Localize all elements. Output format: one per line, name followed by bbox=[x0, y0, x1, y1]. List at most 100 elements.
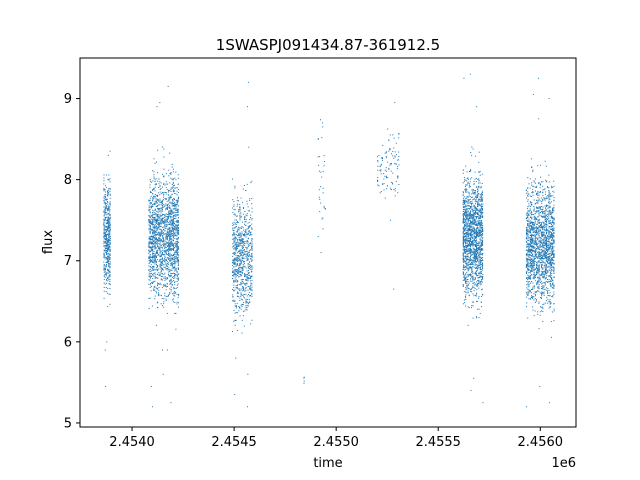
data-point bbox=[549, 243, 551, 245]
data-point bbox=[176, 284, 178, 286]
data-point bbox=[169, 255, 171, 257]
data-point bbox=[166, 236, 168, 238]
data-point bbox=[148, 258, 150, 260]
data-point bbox=[473, 290, 475, 292]
data-point bbox=[465, 185, 467, 187]
data-point bbox=[172, 237, 174, 239]
data-point bbox=[479, 182, 481, 184]
data-point bbox=[158, 183, 160, 185]
data-point bbox=[465, 215, 467, 217]
data-point bbox=[176, 253, 178, 255]
data-point bbox=[466, 207, 468, 209]
data-point bbox=[172, 218, 174, 220]
data-point bbox=[471, 231, 473, 233]
data-point bbox=[169, 233, 171, 235]
data-point bbox=[167, 231, 169, 233]
data-point bbox=[150, 264, 152, 266]
data-point bbox=[472, 213, 474, 215]
data-point bbox=[164, 277, 166, 279]
data-point bbox=[161, 267, 163, 269]
data-point bbox=[169, 279, 171, 281]
data-point bbox=[104, 226, 106, 228]
data-point bbox=[176, 293, 178, 295]
data-point bbox=[246, 250, 248, 252]
data-point bbox=[154, 233, 156, 235]
data-point bbox=[239, 264, 241, 266]
data-point bbox=[462, 234, 464, 236]
data-point bbox=[159, 214, 161, 216]
data-point bbox=[467, 245, 469, 247]
data-point bbox=[479, 217, 481, 219]
data-point bbox=[246, 309, 248, 311]
data-point bbox=[245, 308, 247, 310]
data-point bbox=[244, 273, 246, 275]
data-point bbox=[171, 259, 173, 261]
data-point bbox=[237, 231, 239, 233]
data-point bbox=[462, 245, 464, 247]
data-point bbox=[462, 268, 464, 270]
data-point bbox=[176, 274, 178, 276]
data-point bbox=[472, 230, 474, 232]
data-point bbox=[474, 196, 476, 198]
data-point bbox=[161, 200, 163, 202]
data-point bbox=[241, 257, 243, 259]
data-point bbox=[235, 257, 237, 259]
data-point bbox=[472, 285, 474, 287]
data-point bbox=[159, 256, 161, 258]
data-point bbox=[161, 202, 163, 204]
data-point bbox=[462, 260, 464, 262]
data-point bbox=[250, 257, 252, 259]
data-point bbox=[239, 288, 241, 290]
data-point bbox=[477, 248, 479, 249]
data-point bbox=[462, 214, 464, 216]
data-point bbox=[239, 268, 241, 270]
data-point bbox=[177, 306, 179, 308]
data-point bbox=[152, 223, 154, 225]
data-point bbox=[160, 303, 162, 305]
data-point bbox=[472, 277, 474, 279]
data-point bbox=[149, 277, 151, 279]
data-point bbox=[243, 250, 245, 252]
data-point bbox=[241, 242, 243, 244]
data-point bbox=[465, 255, 467, 257]
data-point bbox=[468, 216, 470, 218]
data-point bbox=[479, 211, 481, 213]
data-point bbox=[244, 221, 246, 223]
data-point bbox=[163, 183, 165, 185]
data-point bbox=[482, 236, 484, 238]
data-point bbox=[239, 254, 241, 256]
data-point bbox=[318, 189, 320, 191]
data-point bbox=[149, 257, 151, 259]
data-point bbox=[467, 264, 469, 266]
data-point bbox=[175, 243, 177, 245]
data-point bbox=[154, 237, 156, 239]
data-point bbox=[160, 239, 162, 241]
data-point bbox=[380, 163, 382, 165]
data-point bbox=[234, 270, 236, 272]
data-point bbox=[149, 225, 151, 227]
data-point bbox=[177, 241, 179, 243]
data-point bbox=[477, 234, 479, 236]
data-point bbox=[466, 247, 468, 249]
data-point bbox=[481, 250, 482, 252]
data-point bbox=[473, 241, 475, 243]
data-point bbox=[162, 237, 164, 239]
data-point bbox=[469, 240, 471, 242]
data-point bbox=[240, 298, 242, 300]
data-point bbox=[480, 264, 482, 266]
data-point bbox=[151, 191, 153, 193]
data-point bbox=[177, 245, 179, 247]
data-point bbox=[462, 169, 464, 171]
data-point bbox=[165, 220, 167, 222]
data-point bbox=[153, 256, 155, 258]
data-point bbox=[234, 252, 236, 254]
data-point bbox=[107, 239, 109, 241]
data-point bbox=[473, 189, 475, 191]
data-point bbox=[476, 257, 477, 259]
data-point bbox=[104, 225, 106, 227]
data-point bbox=[161, 298, 163, 300]
data-point bbox=[173, 267, 175, 269]
data-point bbox=[479, 275, 481, 277]
data-point bbox=[157, 249, 159, 251]
data-point bbox=[476, 212, 478, 214]
